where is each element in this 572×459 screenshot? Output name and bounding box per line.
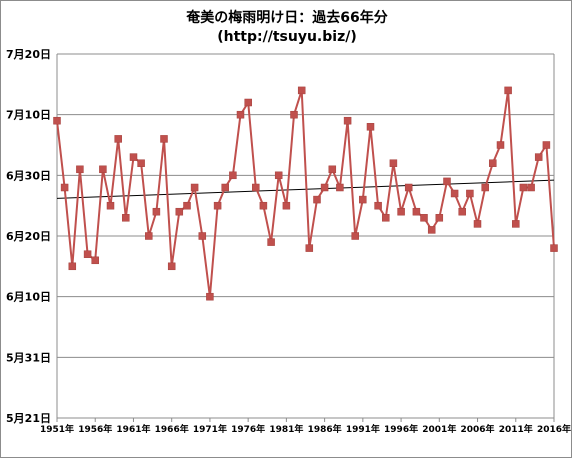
data-point — [198, 232, 207, 240]
data-point — [320, 183, 329, 192]
data-point — [297, 86, 306, 95]
x-tick-label: 1996年 — [384, 423, 418, 435]
x-tick-label: 1961年 — [116, 423, 150, 435]
data-point — [450, 189, 459, 198]
y-tick-labels: 5月21日 5月31日 6月10日 6月20日 6月30日 7月10日 7月20日 — [6, 48, 51, 425]
data-point — [427, 226, 436, 234]
data-point — [91, 256, 99, 265]
data-point — [53, 116, 61, 125]
data-point — [420, 214, 428, 222]
data-point — [206, 292, 214, 301]
data-point — [389, 159, 398, 167]
data-point — [259, 201, 268, 210]
data-point — [252, 183, 260, 192]
data-point — [267, 238, 275, 246]
data-point — [76, 165, 84, 174]
data-point — [359, 195, 367, 204]
data-point — [122, 214, 130, 222]
data-point — [382, 214, 390, 222]
x-tick-label: 1956年 — [78, 423, 112, 435]
x-tick-label: 1971年 — [193, 423, 227, 435]
data-point — [282, 201, 291, 210]
data-point — [435, 214, 444, 222]
data-point — [443, 177, 451, 186]
y-tick-label: 7月10日 — [6, 109, 51, 122]
x-tick-label: 1951年 — [40, 423, 74, 435]
data-point — [504, 86, 512, 95]
data-point — [221, 183, 229, 192]
data-point — [305, 244, 314, 252]
x-tick-label: 2016年 — [537, 423, 571, 435]
y-tick-label: 6月20日 — [6, 230, 51, 243]
data-point — [466, 189, 474, 198]
data-point — [99, 165, 107, 174]
data-point — [336, 183, 344, 192]
data-point — [160, 135, 168, 143]
y-tick-label: 5月31日 — [6, 351, 51, 364]
data-point — [343, 116, 352, 125]
x-tick-label: 1986年 — [308, 423, 342, 435]
y-tick-label: 5月21日 — [6, 412, 51, 425]
grid-lines — [57, 53, 554, 358]
data-point — [152, 207, 161, 216]
series-layer — [53, 86, 558, 301]
data-point — [274, 171, 283, 180]
data-point — [114, 135, 122, 143]
y-tick-label: 7月20日 — [6, 48, 51, 61]
x-tick-label: 2011年 — [499, 423, 533, 435]
x-tick-label: 1991年 — [346, 423, 380, 435]
data-point — [397, 207, 405, 216]
data-point — [183, 201, 191, 210]
x-tick-label: 1966年 — [155, 423, 189, 435]
x-tick-label: 2001年 — [422, 423, 456, 435]
x-tick-label: 2006年 — [461, 423, 495, 435]
y-tick-label: 6月10日 — [6, 291, 51, 304]
data-point — [489, 159, 497, 167]
chart-subtitle: (http://tsuyu.biz/) — [217, 29, 356, 45]
data-point — [328, 165, 337, 174]
data-point — [534, 153, 543, 161]
x-tick-label: 1976年 — [231, 423, 265, 435]
data-point — [229, 171, 237, 180]
x-tick-label: 1981年 — [269, 423, 303, 435]
data-point — [404, 183, 413, 192]
data-point — [351, 232, 359, 240]
series-line — [56, 90, 555, 297]
data-point — [190, 183, 199, 192]
data-point — [213, 201, 222, 210]
data-point — [137, 159, 145, 167]
data-point — [519, 183, 528, 192]
data-point — [167, 262, 176, 271]
x-tick-labels: 1951年 1956年 1961年 1966年 1971年 1976年 1981年 1986年… — [40, 423, 571, 435]
data-point — [374, 201, 382, 210]
data-point — [481, 183, 489, 192]
axes — [56, 54, 555, 422]
data-point — [236, 110, 245, 119]
data-point — [106, 201, 115, 210]
data-point — [145, 232, 153, 240]
data-point — [512, 220, 520, 228]
data-point — [473, 220, 482, 228]
data-point — [496, 141, 505, 149]
data-point — [366, 123, 375, 131]
y-tick-label: 6月30日 — [6, 169, 51, 182]
data-point — [129, 153, 138, 161]
data-point — [542, 141, 551, 149]
data-point — [313, 195, 321, 204]
data-point — [412, 207, 421, 216]
data-point — [527, 183, 535, 192]
data-point — [60, 183, 69, 192]
data-point — [550, 244, 558, 252]
data-point — [68, 262, 77, 271]
data-point — [175, 207, 184, 216]
data-point — [83, 250, 92, 258]
data-point — [290, 110, 298, 119]
chart-title: 奄美の梅雨明け日：過去66年分 — [186, 9, 387, 26]
data-point — [458, 207, 466, 216]
data-point — [244, 98, 252, 107]
